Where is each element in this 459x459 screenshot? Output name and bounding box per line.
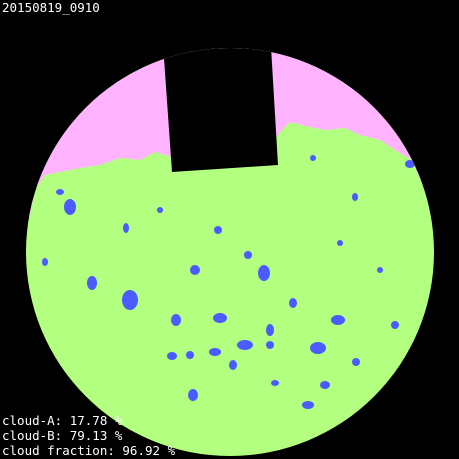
shadow-band <box>162 48 278 172</box>
stat-line: cloud fraction: 96.92 % <box>2 443 176 458</box>
timestamp: 20150819_0910 <box>2 0 100 15</box>
stat-line: cloud-B: 79.13 % <box>2 428 123 443</box>
cloud-a-patches <box>42 155 415 409</box>
stat-line: cloud-A: 17.78 % <box>2 413 123 428</box>
